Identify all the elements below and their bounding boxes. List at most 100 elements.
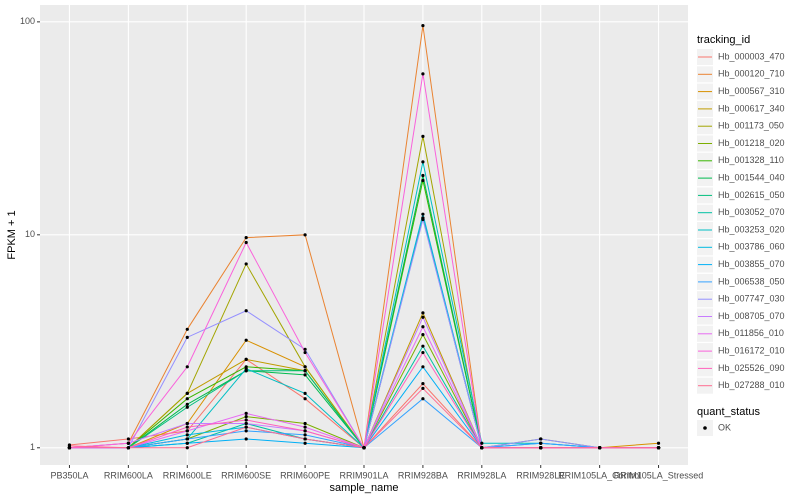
x-tick-label: RRIM600LA	[104, 470, 153, 480]
data-point	[421, 325, 425, 329]
data-point	[67, 444, 72, 448]
data-point	[421, 386, 425, 391]
legend-label: Hb_001218_020	[718, 138, 785, 148]
legend-title: quant_status	[697, 406, 760, 418]
x-tick-label: RRIM928LA	[457, 470, 506, 480]
x-tick-label: RRIM105LA_Control	[558, 470, 641, 480]
data-point	[303, 437, 307, 441]
data-point	[421, 134, 425, 138]
data-point	[185, 402, 189, 406]
data-point	[421, 173, 425, 178]
data-point	[303, 347, 307, 351]
x-tick-label: RRIM928BA	[398, 470, 448, 480]
data-point	[185, 421, 189, 426]
legend-label: Hb_001328_110	[718, 155, 784, 165]
legend-label: OK	[718, 422, 731, 432]
data-point	[126, 437, 130, 441]
data-point	[185, 405, 189, 409]
legend-label: Hb_000617_340	[718, 103, 785, 113]
data-point	[185, 391, 189, 396]
data-point	[244, 262, 248, 266]
x-tick-label: RRIM600SE	[221, 470, 271, 480]
x-tick-label: PB350LA	[50, 470, 88, 480]
data-point	[598, 446, 602, 450]
data-point	[244, 418, 248, 422]
data-point	[421, 332, 425, 337]
legend-title: tracking_id	[697, 34, 750, 46]
data-point	[303, 425, 307, 429]
data-point	[185, 437, 189, 441]
x-tick-label: RRIM928LE	[516, 470, 565, 480]
data-point	[244, 425, 248, 429]
data-point	[421, 212, 425, 216]
data-point	[656, 441, 661, 445]
data-point	[303, 429, 307, 433]
data-point	[421, 178, 425, 183]
x-tick-label: RRIM901LA	[339, 470, 388, 480]
legend-label: Hb_001544_040	[718, 172, 785, 182]
data-point	[244, 338, 248, 342]
x-tick-label: RRIM600LE	[163, 470, 212, 480]
data-point	[244, 437, 248, 441]
data-point	[244, 236, 248, 240]
data-point	[421, 382, 425, 386]
data-point	[185, 429, 189, 433]
legend-label: Hb_003855_070	[718, 259, 785, 269]
data-point	[185, 441, 189, 445]
data-point	[244, 429, 248, 433]
data-point	[421, 315, 425, 319]
legend-label: Hb_003052_070	[718, 207, 785, 217]
data-point	[244, 357, 248, 361]
data-point	[244, 411, 248, 416]
x-tick-label: RRIM600PE	[280, 470, 330, 480]
legend-label: Hb_003253_020	[718, 224, 785, 234]
x-tick-label: RRIM105LA_Stressed	[614, 470, 704, 480]
data-point	[244, 421, 248, 426]
data-point	[421, 160, 425, 164]
legend-label: Hb_027288_010	[718, 380, 785, 390]
data-point	[539, 446, 543, 450]
data-point	[244, 240, 248, 245]
data-point	[303, 441, 307, 445]
data-point	[421, 397, 425, 401]
legend-label: Hb_003786_060	[718, 242, 785, 252]
data-point	[126, 446, 130, 450]
legend-label: Hb_011856_010	[718, 328, 784, 338]
legend-label: Hb_001173_050	[718, 121, 784, 131]
data-point	[303, 373, 307, 377]
legend-label: Hb_000567_310	[718, 86, 785, 96]
y-tick-label: 10	[25, 229, 35, 239]
data-point	[303, 350, 307, 355]
data-point	[303, 391, 307, 396]
data-point	[421, 365, 425, 369]
data-point	[185, 327, 189, 331]
data-point	[185, 397, 189, 401]
data-point	[185, 425, 189, 429]
data-point	[126, 441, 130, 445]
data-point	[362, 446, 366, 450]
data-point	[244, 367, 248, 371]
data-point	[303, 397, 307, 401]
data-point	[244, 309, 248, 313]
data-point	[539, 441, 543, 445]
data-point	[421, 311, 425, 315]
legend-label: Hb_016172_010	[718, 345, 785, 355]
y-tick-label: 100	[20, 16, 35, 26]
legend-label: Hb_000120_710	[718, 69, 785, 79]
legend-label: Hb_007747_030	[718, 294, 785, 304]
data-point	[303, 233, 307, 237]
y-axis-label: FPKM + 1	[6, 210, 18, 259]
data-point	[185, 433, 189, 437]
data-point	[185, 365, 189, 369]
data-point	[539, 437, 543, 441]
data-point	[421, 24, 425, 28]
data-point	[656, 446, 661, 450]
data-point	[421, 344, 425, 348]
legend-label: Hb_008705_070	[718, 311, 785, 321]
y-tick-label: 1	[30, 442, 35, 452]
data-point	[303, 433, 307, 437]
data-point	[421, 350, 425, 355]
data-point	[303, 365, 307, 369]
